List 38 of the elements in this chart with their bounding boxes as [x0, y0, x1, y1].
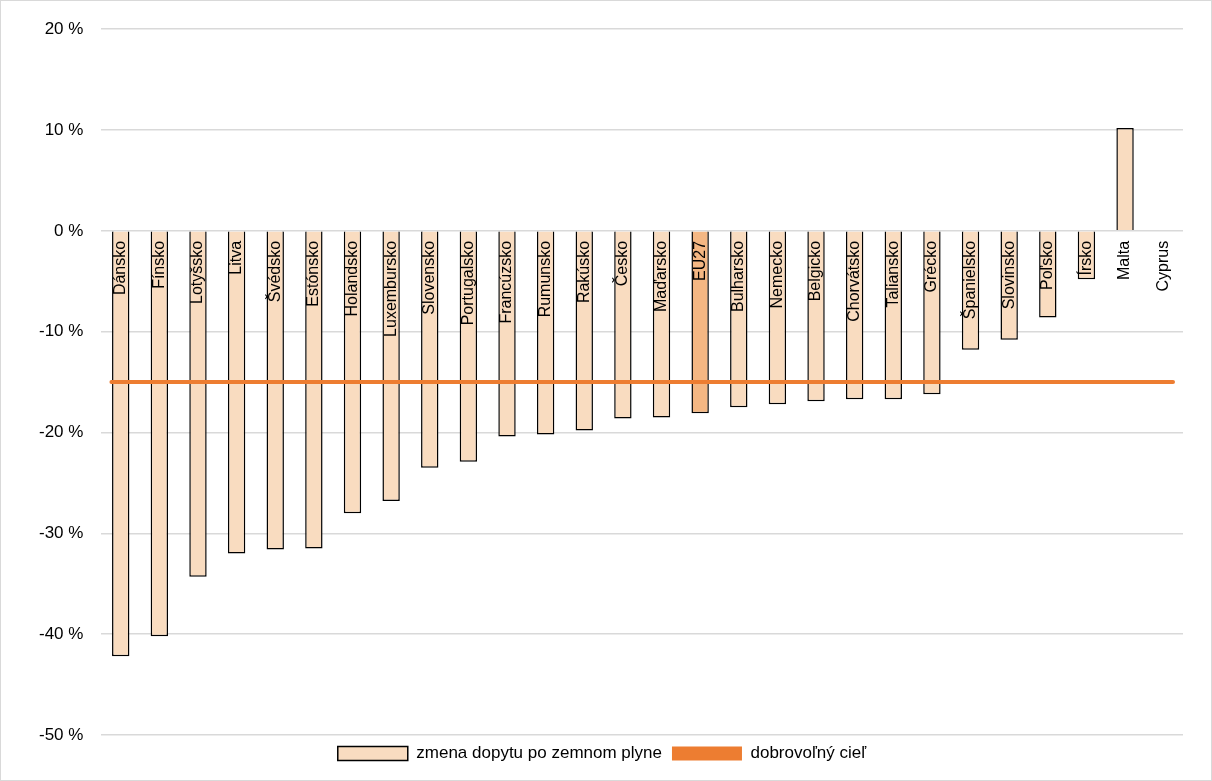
x-tick-label: Chorvátsko: [845, 240, 863, 322]
y-tick-label: -20 %: [38, 422, 84, 442]
y-tick-label: -10 %: [38, 321, 84, 341]
x-tick-label: Belgicko: [806, 240, 824, 302]
x-tick-label: Slovensko: [420, 240, 438, 315]
y-tick-label: 0 %: [54, 220, 84, 240]
x-tick-label: Lotyšsko: [188, 240, 206, 304]
x-tick-label: Írsko: [1075, 240, 1094, 276]
x-tick-label: EU27: [690, 240, 708, 281]
x-tick-label: Francúzsko: [497, 240, 515, 324]
x-tick-label: Portugalsko: [458, 240, 476, 326]
x-tick-label: Rakúsko: [574, 240, 592, 304]
x-tick-label: Bulharsko: [729, 240, 747, 313]
x-tick-label: Maďarsko: [651, 240, 669, 313]
x-tick-label: Španielsko: [959, 240, 978, 320]
x-tick-label: Grécko: [922, 240, 940, 293]
y-tick-label: -50 %: [38, 724, 84, 744]
y-tick-label: 10 %: [44, 119, 84, 139]
legend-label: dobrovoľný cieľ: [750, 743, 868, 763]
x-tick-label: Taliansko: [883, 240, 901, 308]
x-tick-label: Litva: [227, 240, 245, 275]
y-tick-label: -30 %: [38, 523, 84, 543]
x-tick-label: Malta: [1115, 240, 1133, 280]
x-tick-label: Švédsko: [264, 240, 283, 303]
x-tick-label: Rumunsko: [536, 240, 554, 318]
x-tick-label: Cyprus: [1154, 240, 1172, 292]
x-tick-label: Holandsko: [342, 240, 360, 317]
legend-label: zmena dopytu po zemnom plyne: [416, 743, 662, 763]
x-tick-label: Fínsko: [149, 240, 167, 289]
x-tick-label: Česko: [612, 240, 631, 287]
x-tick-label: Poľsko: [1038, 240, 1056, 290]
x-tick-label: Estónsko: [304, 240, 322, 307]
y-tick-label: -40 %: [38, 623, 84, 643]
x-tick-label: Slovinsko: [999, 240, 1017, 310]
x-tick-label: Luxembursko: [381, 240, 399, 337]
x-tick-label: Dánsko: [111, 240, 129, 296]
x-tick-label: Nemecko: [767, 240, 785, 309]
y-tick-label: 20 %: [44, 18, 84, 38]
